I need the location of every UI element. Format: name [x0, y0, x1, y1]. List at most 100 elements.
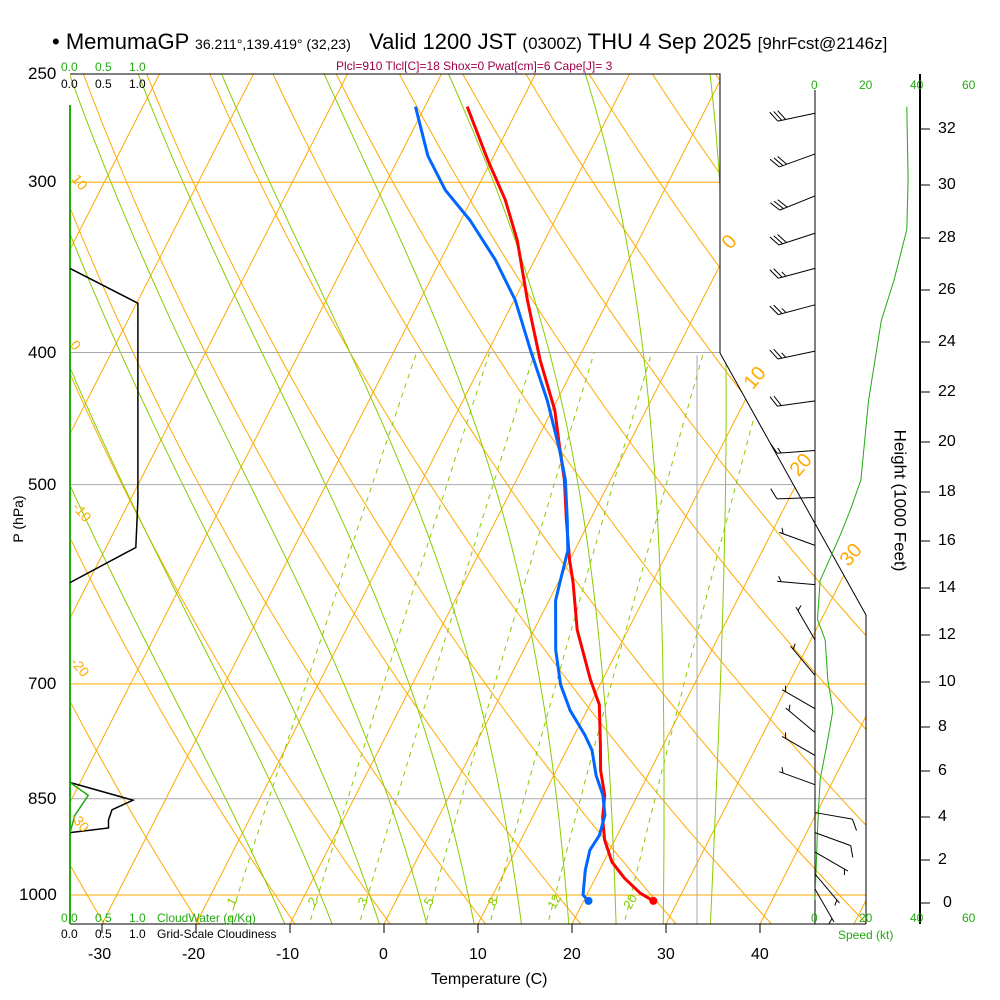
isotherm-line	[70, 74, 455, 924]
dry-adiabat-line	[761, 74, 866, 924]
dry-adiabat-line	[136, 74, 682, 924]
dewpoint-profile	[414, 106, 607, 902]
x-tick-label: 0	[379, 946, 388, 963]
x-axis-title: Temperature (C)	[431, 971, 548, 988]
wind-barb	[769, 395, 816, 407]
x-tick-label: -30	[88, 946, 112, 963]
wind-barb	[790, 643, 816, 676]
stability-indices: Plcl=910 Tlcl[C]=18 Shox=0 Pwat[cm]=6 Ca…	[336, 59, 613, 73]
x-tick-label: -10	[276, 946, 300, 963]
height-tick-label: 16	[938, 532, 956, 549]
isotherm-line	[850, 74, 866, 924]
wind-barb	[814, 812, 857, 831]
mixing-ratio-line	[226, 352, 418, 924]
dry-adiabat-line	[324, 74, 866, 924]
dry-adiabat-line	[70, 74, 395, 924]
speed-bottom-label: 40	[910, 911, 924, 925]
cloudiness-top-label: 0.5	[95, 77, 112, 91]
speed-top-label: 60	[962, 78, 976, 92]
dry-adiabat-line	[261, 74, 866, 924]
wind-barb	[770, 488, 816, 500]
cloudwater-bottom-label: 1.0	[129, 911, 146, 925]
speed-top-label: 20	[859, 78, 873, 92]
valid-time: Valid 1200 JST	[369, 29, 517, 54]
height-tick-label: 14	[938, 579, 956, 596]
wind-barb	[769, 348, 816, 360]
x-tick-label: 10	[469, 946, 487, 963]
moist-adiabat-line	[70, 74, 335, 924]
dry-adiabat-line	[386, 74, 866, 924]
pressure-tick-label: 700	[28, 673, 57, 693]
isotherm-line	[70, 74, 267, 924]
wind-barb	[814, 851, 849, 876]
dry-adiabat-line	[449, 74, 866, 924]
height-tick-label: 8	[938, 718, 947, 735]
date: THU 4 Sep 2025	[587, 29, 752, 54]
height-tick-label: 32	[938, 120, 956, 137]
wind-barb	[779, 767, 816, 786]
dewpoint-profile-surface-point	[584, 896, 593, 905]
speed-bottom-label: 0	[811, 911, 818, 925]
moist-adiabat-line	[128, 74, 476, 924]
cloudiness-bottom-label: 1.0	[129, 927, 146, 941]
isotherm-line	[98, 74, 549, 924]
moist-adiabat-line	[437, 74, 617, 924]
moist-adiabat-line	[577, 74, 665, 924]
moist-adiabat-line	[312, 74, 570, 924]
speed-top-label: 0	[811, 78, 818, 92]
plot-frame	[70, 73, 867, 924]
cloudiness-top-label: 0.0	[61, 77, 78, 91]
wind-barb	[769, 153, 816, 168]
location: 36.211°,139.419° (32,23)	[195, 36, 351, 52]
height-tick-label: 4	[938, 808, 947, 825]
speed-bottom-label: 60	[962, 911, 976, 925]
chart-title: • MemumaGP 36.211°,139.419° (32,23) Vali…	[52, 31, 887, 53]
cloudwater-bottom-label: 0.0	[61, 911, 78, 925]
height-tick-label: 20	[938, 433, 956, 450]
wind-barb	[769, 304, 816, 316]
utc-time: (0300Z)	[522, 34, 582, 53]
moist-adiabat-line	[70, 74, 429, 924]
bullet-icon: •	[52, 29, 60, 54]
wind-barb	[769, 442, 816, 454]
y-axis-title: P (hPa)	[10, 495, 26, 543]
wind-barb	[777, 576, 816, 586]
mixing-ratio-line	[357, 352, 536, 924]
pressure-tick-label: 300	[28, 172, 57, 192]
dry-adiabat-line	[950, 50, 1000, 929]
cloudiness-top-label: 1.0	[129, 77, 146, 91]
wind-barb	[814, 832, 854, 858]
isotherm-line	[70, 74, 361, 924]
height-tick-label: 10	[938, 673, 956, 690]
wind-barb	[795, 605, 816, 641]
pressure-tick-label: 850	[28, 788, 57, 808]
wind-barb	[769, 232, 816, 246]
height-tick-label: 24	[938, 333, 956, 350]
x-tick-label: 20	[563, 946, 581, 963]
height-tick-label: 26	[938, 281, 956, 298]
x-tick-label: -20	[182, 946, 206, 963]
height-tick-label: 18	[938, 483, 956, 500]
background-grid	[70, 50, 1000, 929]
wind-barb	[785, 704, 816, 733]
moist-adiabat-line	[70, 74, 288, 924]
height-tick-label: 6	[938, 762, 947, 779]
cloudwater-top-label: 0.5	[95, 60, 112, 74]
height-tick-label: 22	[938, 383, 956, 400]
dry-adiabat-line	[70, 74, 300, 924]
cloudwater-profile	[69, 781, 90, 833]
wind-barb	[814, 888, 835, 924]
cloudiness-profile	[69, 267, 139, 584]
height-axis-title: Height (1000 Feet)	[890, 429, 910, 572]
cloudiness-profile	[69, 781, 136, 834]
forecast-info: [9hrFcst@2146z]	[757, 34, 888, 53]
x-tick-label: 30	[657, 946, 675, 963]
wind-barb	[779, 527, 816, 546]
dry-adiabat-line	[824, 74, 866, 924]
cloudwater-top-label: 1.0	[129, 60, 146, 74]
dry-adiabat-line	[70, 74, 491, 924]
speed-top-label: 40	[910, 78, 924, 92]
height-tick-label: 0	[943, 894, 952, 911]
wind-barb	[769, 110, 816, 122]
